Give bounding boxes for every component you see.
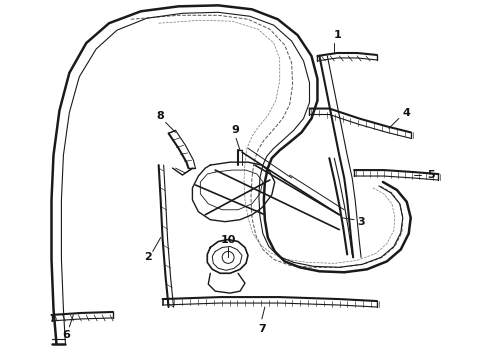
Text: 1: 1 bbox=[333, 30, 341, 40]
Text: 7: 7 bbox=[258, 324, 266, 334]
Text: 10: 10 bbox=[220, 234, 236, 244]
Text: 8: 8 bbox=[157, 112, 165, 121]
Text: 3: 3 bbox=[357, 217, 365, 227]
Text: 2: 2 bbox=[144, 252, 151, 262]
Text: 4: 4 bbox=[403, 108, 411, 117]
Text: 5: 5 bbox=[427, 170, 434, 180]
Text: 6: 6 bbox=[62, 330, 71, 340]
Text: 9: 9 bbox=[231, 125, 239, 135]
